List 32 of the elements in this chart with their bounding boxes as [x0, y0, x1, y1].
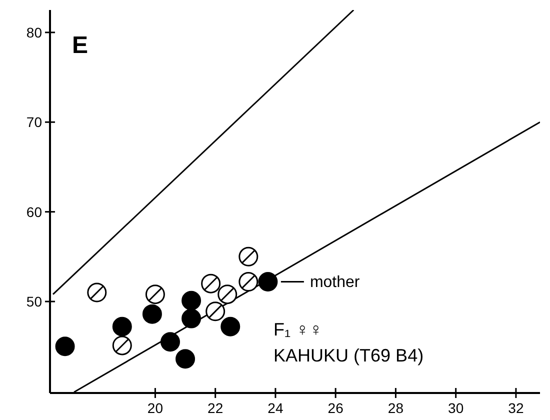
point	[238, 246, 258, 266]
point	[142, 304, 162, 324]
text: E	[72, 32, 88, 59]
point	[112, 336, 132, 356]
point	[176, 349, 196, 369]
point	[201, 274, 221, 294]
point	[182, 308, 202, 328]
point	[206, 302, 226, 322]
point	[55, 336, 75, 356]
point	[258, 272, 278, 292]
x-tick-label: 26	[328, 400, 344, 416]
annotation: mother	[310, 274, 360, 291]
x-tick-label: 24	[268, 400, 284, 416]
x-tick-label: 28	[388, 400, 404, 416]
annotation: KAHUKU (T69 B4)	[274, 346, 424, 366]
x-tick-label: 30	[448, 400, 464, 416]
point	[160, 332, 180, 352]
y-tick-label: 80	[26, 24, 42, 40]
annotation: F₁ ♀♀	[274, 320, 323, 340]
point	[220, 316, 240, 336]
point	[112, 316, 132, 336]
y-tick-label: 70	[26, 114, 42, 130]
point	[87, 282, 107, 302]
x-tick-label: 22	[208, 400, 224, 416]
y-tick-label: 60	[26, 204, 42, 220]
x-tick-label: 20	[147, 400, 164, 416]
point	[218, 284, 238, 304]
x-tick-label: 32	[508, 400, 524, 416]
point	[238, 272, 258, 292]
y-tick-label: 50	[26, 294, 42, 310]
point	[182, 290, 202, 310]
point	[145, 284, 165, 304]
